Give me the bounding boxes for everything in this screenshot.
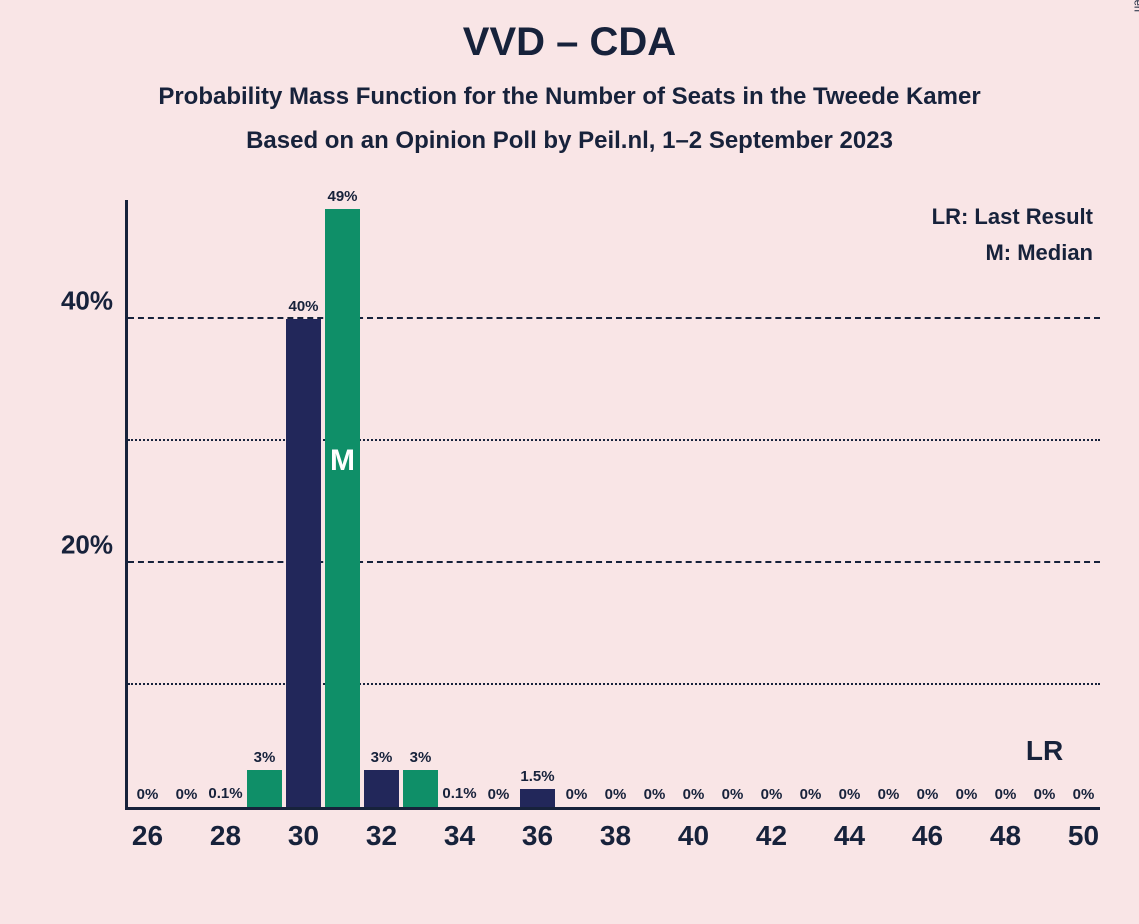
- bar: [286, 319, 321, 807]
- bar-value-label: 0%: [1073, 786, 1095, 803]
- bar-value-label: 0%: [1034, 786, 1056, 803]
- bar-value-label: 0%: [488, 786, 510, 803]
- bar: [403, 770, 438, 807]
- chart-subtitle-2: Based on an Opinion Poll by Peil.nl, 1–2…: [0, 127, 1139, 155]
- bar-value-label: 0%: [995, 786, 1017, 803]
- gridline-major: [128, 561, 1100, 563]
- chart-title: VVD – CDA: [0, 0, 1139, 65]
- x-axis-label: 36: [518, 820, 558, 852]
- bar-value-label: 0%: [878, 786, 900, 803]
- x-axis-label: 44: [830, 820, 870, 852]
- bar-value-label: 0%: [566, 786, 588, 803]
- bar-value-label: 49%: [327, 188, 357, 205]
- bar-value-label: 0%: [644, 786, 666, 803]
- x-axis-label: 32: [362, 820, 402, 852]
- copyright-text: © 2023 Filip van Laenen: [1131, 0, 1139, 12]
- x-axis-label: 40: [674, 820, 714, 852]
- bar-value-label: 0%: [956, 786, 978, 803]
- x-axis-label: 26: [128, 820, 168, 852]
- gridline-minor: [128, 439, 1100, 441]
- bar-value-label: 0%: [800, 786, 822, 803]
- y-axis-label: 20%: [43, 530, 113, 561]
- bar-value-label: 3%: [371, 749, 393, 766]
- bar-value-label: 0%: [839, 786, 861, 803]
- bar: [364, 770, 399, 807]
- bar-value-label: 40%: [288, 298, 318, 315]
- bar-value-label: 3%: [410, 749, 432, 766]
- legend-median: M: Median: [985, 240, 1093, 266]
- gridline-major: [128, 317, 1100, 319]
- bar-value-label: 0%: [761, 786, 783, 803]
- bar-value-label: 0%: [176, 786, 198, 803]
- last-result-marker: LR: [1026, 735, 1063, 767]
- bar-value-label: 1.5%: [520, 768, 554, 785]
- x-axis-label: 38: [596, 820, 636, 852]
- chart-stage: 20%40%0%0%0.1%3%40%49%3%3%0.1%0%1.5%0%0%…: [45, 200, 1105, 880]
- x-axis-label: 42: [752, 820, 792, 852]
- plot-area: 20%40%0%0%0.1%3%40%49%3%3%0.1%0%1.5%0%0%…: [125, 200, 1100, 810]
- bar-value-label: 0%: [137, 786, 159, 803]
- x-axis-label: 46: [908, 820, 948, 852]
- bar-value-label: 0.1%: [208, 785, 242, 802]
- median-marker: M: [330, 444, 355, 478]
- bar-value-label: 0%: [917, 786, 939, 803]
- bar-value-label: 0%: [683, 786, 705, 803]
- x-axis-label: 34: [440, 820, 480, 852]
- gridline-minor: [128, 683, 1100, 685]
- bar-value-label: 0%: [605, 786, 627, 803]
- bar-value-label: 3%: [254, 749, 276, 766]
- chart-container: © 2023 Filip van Laenen VVD – CDA Probab…: [0, 0, 1139, 924]
- bar: [325, 209, 360, 807]
- x-axis-label: 28: [206, 820, 246, 852]
- bar: [520, 789, 555, 807]
- chart-subtitle-1: Probability Mass Function for the Number…: [0, 83, 1139, 111]
- bar: [247, 770, 282, 807]
- bar-value-label: 0%: [722, 786, 744, 803]
- bar-value-label: 0.1%: [442, 785, 476, 802]
- x-axis-label: 48: [986, 820, 1026, 852]
- x-axis-label: 30: [284, 820, 324, 852]
- x-axis-label: 50: [1064, 820, 1104, 852]
- legend-last-result: LR: Last Result: [932, 204, 1093, 230]
- y-axis-label: 40%: [43, 286, 113, 317]
